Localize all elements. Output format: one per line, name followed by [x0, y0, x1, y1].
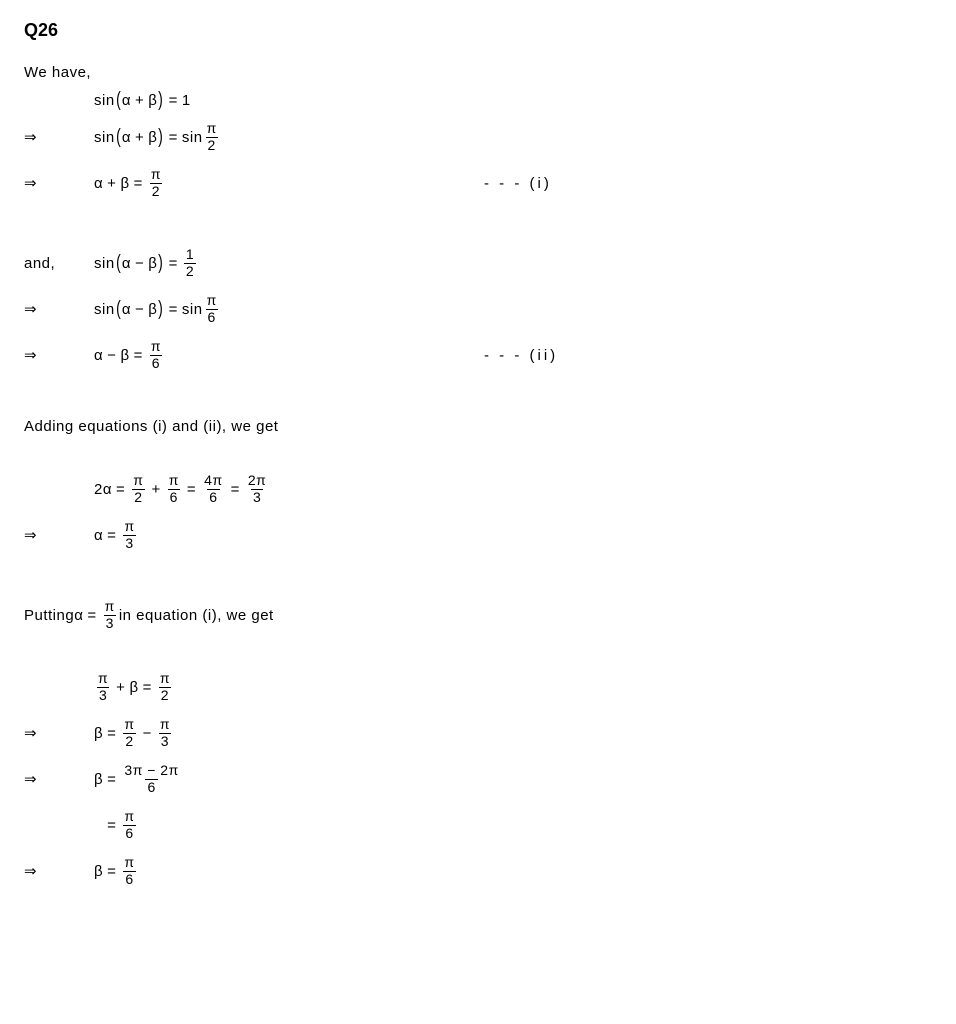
math-line: ⇒ α − β = π 6 - - - (ii) — [24, 335, 932, 375]
math-line: ⇒ β = π 6 — [24, 851, 932, 891]
alpha: α — [122, 129, 131, 146]
implies-icon: ⇒ — [24, 128, 94, 146]
plus: + — [135, 92, 144, 109]
beta: β — [94, 863, 103, 880]
paren-left: ( — [116, 90, 121, 110]
alpha: α — [122, 301, 131, 318]
fraction: π 3 — [122, 519, 136, 551]
math-line: sin ( α + β ) = 1 — [24, 89, 932, 111]
math-line: ⇒ sin ( α + β ) = sin π 2 — [24, 117, 932, 157]
equation-marker: - - - (i) — [484, 175, 552, 192]
fraction: π 3 — [96, 671, 110, 703]
beta: β — [120, 175, 129, 192]
alpha: α — [94, 527, 103, 544]
fraction: π 6 — [122, 855, 136, 887]
fraction: 4π 6 — [202, 473, 224, 505]
implies-icon: ⇒ — [24, 862, 94, 880]
math-line: ⇒ α = π 3 — [24, 515, 932, 555]
text-line: Adding equations (i) and (ii), we get — [24, 415, 932, 437]
fraction: 2π 3 — [246, 473, 268, 505]
equation-marker: - - - (ii) — [484, 347, 558, 364]
beta: β — [148, 129, 157, 146]
fraction: π 2 — [158, 671, 172, 703]
beta: β — [120, 347, 129, 364]
sin-text: sin — [182, 129, 203, 146]
implies-icon: ⇒ — [24, 526, 94, 544]
adding-text: Adding equations (i) and (ii), we get — [24, 418, 278, 435]
one: 1 — [182, 92, 191, 109]
fraction: π 2 — [122, 717, 136, 749]
sin-text: sin — [94, 129, 115, 146]
math-line: 2α = π 2 + π 6 = 4π 6 = 2π 3 — [24, 469, 932, 509]
math-line: ⇒ sin ( α − β ) = sin π 6 — [24, 289, 932, 329]
equals: = — [169, 92, 178, 109]
fraction: π 6 — [149, 339, 163, 371]
sin-text: sin — [94, 301, 115, 318]
beta: β — [129, 679, 138, 696]
beta: β — [94, 771, 103, 788]
text-line: Putting α = π 3 in equation (i), we get — [24, 595, 932, 635]
math-line: ⇒ β = 3π − 2π 6 — [24, 759, 932, 799]
alpha: α — [94, 347, 103, 364]
fraction: 1 2 — [184, 247, 196, 279]
alpha: α — [122, 92, 131, 109]
we-have-text: We have, — [24, 64, 91, 81]
sin-text: sin — [94, 92, 115, 109]
sin-text: sin — [94, 255, 115, 272]
implies-icon: ⇒ — [24, 346, 94, 364]
math-line: β = π 6 — [24, 805, 932, 845]
question-number: Q26 — [24, 20, 932, 41]
beta: β — [148, 92, 157, 109]
fraction: π 2 — [131, 473, 145, 505]
beta: β — [94, 725, 103, 742]
paren-right: ) — [159, 90, 164, 110]
math-line: ⇒ β = π 2 − π 3 — [24, 713, 932, 753]
implies-icon: ⇒ — [24, 300, 94, 318]
implies-icon: ⇒ — [24, 770, 94, 788]
fraction: π 6 — [167, 473, 181, 505]
fraction: π 3 — [158, 717, 172, 749]
text-line: We have, — [24, 61, 932, 83]
fraction: π 2 — [205, 121, 219, 153]
putting-suffix: in equation (i), we get — [119, 607, 274, 624]
implies-icon: ⇒ — [24, 174, 94, 192]
math-line: π 3 + β = π 2 — [24, 667, 932, 707]
math-line: and, sin ( α − β ) = 1 2 — [24, 243, 932, 283]
fraction: π 6 — [122, 809, 136, 841]
two-alpha: 2α — [94, 481, 112, 498]
fraction: π 2 — [149, 167, 163, 199]
sin-text: sin — [182, 301, 203, 318]
and-text: and, — [24, 255, 94, 272]
alpha: α — [94, 175, 103, 192]
math-line: ⇒ α + β = π 2 - - - (i) — [24, 163, 932, 203]
fraction: π 3 — [103, 599, 117, 631]
alpha: α — [122, 255, 131, 272]
fraction: 3π − 2π 6 — [122, 763, 180, 795]
beta: β — [148, 255, 157, 272]
beta: β — [148, 301, 157, 318]
implies-icon: ⇒ — [24, 724, 94, 742]
fraction: π 6 — [205, 293, 219, 325]
alpha: α — [74, 607, 83, 624]
putting-prefix: Putting — [24, 607, 74, 624]
